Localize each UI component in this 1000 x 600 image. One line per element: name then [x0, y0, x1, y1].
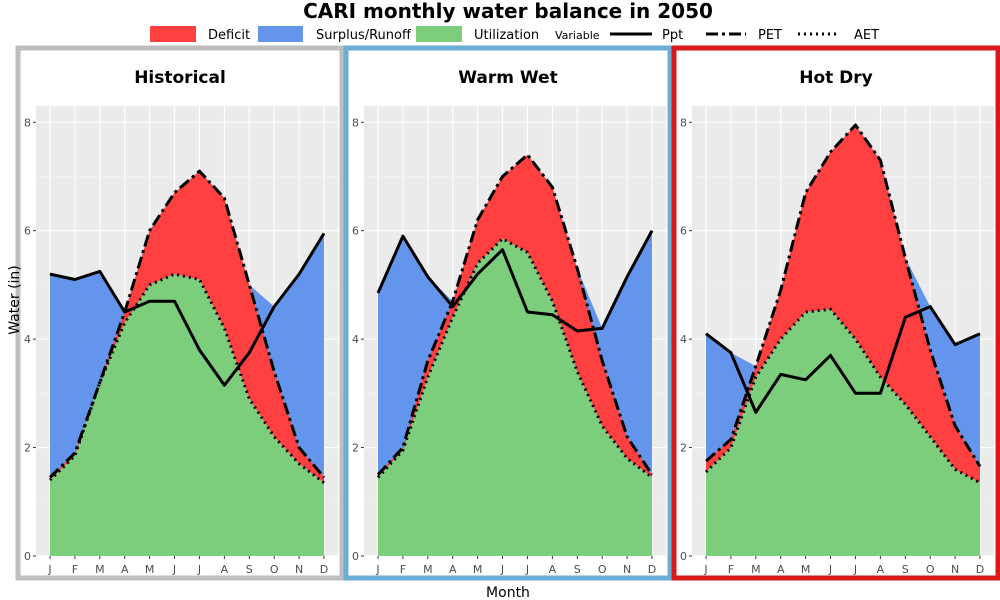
y-tick-label: 4 — [680, 333, 687, 346]
series-line-aet — [704, 307, 981, 485]
panel-strip — [348, 53, 668, 102]
utilization-area — [378, 238, 652, 557]
x-tick-label: J — [375, 563, 379, 576]
x-tick-label: S — [574, 563, 581, 576]
series-line-pet — [48, 169, 326, 479]
legend: Deficit Surplus/Runoff Utilization Variable… — [150, 26, 879, 43]
x-tick-label: S — [246, 563, 253, 576]
x-tick-label: M — [751, 563, 761, 576]
y-tick-label: 0 — [680, 550, 687, 563]
y-tick-label: 0 — [24, 550, 31, 563]
x-tick-label: J — [828, 563, 832, 576]
y-tick-label: 8 — [680, 116, 687, 129]
legend-label-2: Utilization — [474, 28, 539, 43]
y-tick-label: 8 — [24, 116, 31, 129]
series-line-ppt — [376, 229, 654, 333]
series-line-pet — [705, 123, 982, 468]
panel-border — [15, 45, 345, 581]
x-tick-label: F — [400, 563, 406, 576]
y-tick-label: 2 — [680, 442, 687, 455]
x-tick-label: A — [777, 563, 785, 576]
x-tick-label: O — [926, 563, 935, 576]
legend-swatch-2 — [416, 26, 462, 42]
deficit-area — [50, 171, 324, 483]
legend-line-label-1: PET — [758, 28, 782, 43]
y-tick-label: 2 — [24, 442, 31, 455]
legend-swatch-0 — [150, 26, 196, 42]
panel-border — [671, 45, 1000, 581]
panel-title: Warm Wet — [458, 68, 557, 88]
panels: Historical 0 2 4 6 8 J F M A M J J A S O N D Warm Wet 0 2 4 6 8… — [15, 45, 1000, 581]
x-tick-label: A — [121, 563, 129, 576]
legend-label-0: Deficit — [208, 28, 250, 43]
deficit-area — [706, 125, 980, 483]
chart-title: CARI monthly water balance in 2050 — [303, 0, 713, 23]
legend-line-label-2: AET — [854, 28, 879, 43]
panel-2: Hot Dry 0 2 4 6 8 J F M A M J J A S O N D — [671, 45, 1000, 581]
panel-strip — [676, 53, 996, 102]
utilization-area — [706, 309, 980, 556]
x-tick-label: J — [172, 563, 176, 576]
panel-strip — [20, 53, 340, 102]
panel-title: Historical — [134, 68, 226, 88]
legend-label-1: Surplus/Runoff — [316, 28, 412, 43]
legend-swatch-1 — [258, 26, 303, 42]
x-tick-label: A — [449, 563, 457, 576]
x-tick-label: N — [623, 563, 631, 576]
x-tick-label: N — [295, 563, 303, 576]
x-tick-label: M — [145, 563, 155, 576]
utilization-area — [50, 274, 324, 556]
series-line-ppt — [705, 305, 981, 414]
y-tick-label: 0 — [352, 550, 359, 563]
y-axis-label: Water (in) — [7, 265, 23, 335]
x-tick-label: J — [853, 563, 857, 576]
x-tick-label: O — [598, 563, 607, 576]
x-tick-label: M — [473, 563, 483, 576]
x-tick-label: A — [549, 563, 557, 576]
y-tick-label: 6 — [24, 225, 31, 238]
x-tick-label: S — [902, 563, 909, 576]
x-tick-label: M — [95, 563, 105, 576]
y-tick-label: 4 — [352, 333, 359, 346]
x-tick-label: F — [72, 563, 78, 576]
x-tick-label: N — [951, 563, 959, 576]
y-tick-label: 8 — [352, 116, 359, 129]
y-tick-label: 2 — [352, 442, 359, 455]
x-axis-label: Month — [486, 585, 530, 600]
panel-border — [343, 45, 673, 581]
x-tick-label: M — [423, 563, 433, 576]
x-tick-label: A — [221, 563, 229, 576]
x-tick-label: D — [976, 563, 984, 576]
y-tick-label: 6 — [680, 225, 687, 238]
deficit-area — [378, 154, 652, 478]
x-tick-label: F — [728, 563, 734, 576]
x-tick-label: J — [47, 563, 51, 576]
legend-title: Variable — [555, 29, 600, 42]
x-tick-label: J — [525, 563, 529, 576]
panel-1: Warm Wet 0 2 4 6 8 J F M A M J J A S O N D — [343, 45, 673, 581]
x-tick-label: M — [801, 563, 811, 576]
x-tick-label: D — [320, 563, 328, 576]
x-tick-label: A — [877, 563, 885, 576]
y-tick-label: 4 — [24, 333, 31, 346]
x-tick-label: J — [500, 563, 504, 576]
x-tick-label: O — [270, 563, 279, 576]
legend-line-label-0: Ppt — [662, 28, 683, 43]
y-tick-label: 6 — [352, 225, 359, 238]
x-tick-label: J — [703, 563, 707, 576]
series-line-ppt — [49, 232, 326, 387]
x-tick-label: J — [197, 563, 201, 576]
x-tick-label: D — [648, 563, 656, 576]
panel-title: Hot Dry — [799, 68, 873, 88]
panel-0: Historical 0 2 4 6 8 J F M A M J J A S O N D — [15, 45, 345, 581]
